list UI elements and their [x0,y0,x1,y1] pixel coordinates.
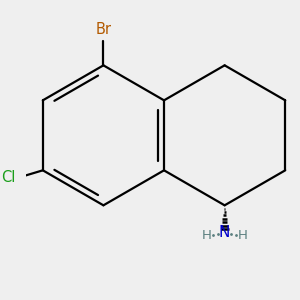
Text: H: H [238,229,247,242]
Text: Br: Br [95,22,111,37]
Text: H: H [202,229,212,242]
Text: N: N [219,225,230,240]
Text: Cl: Cl [1,170,16,185]
